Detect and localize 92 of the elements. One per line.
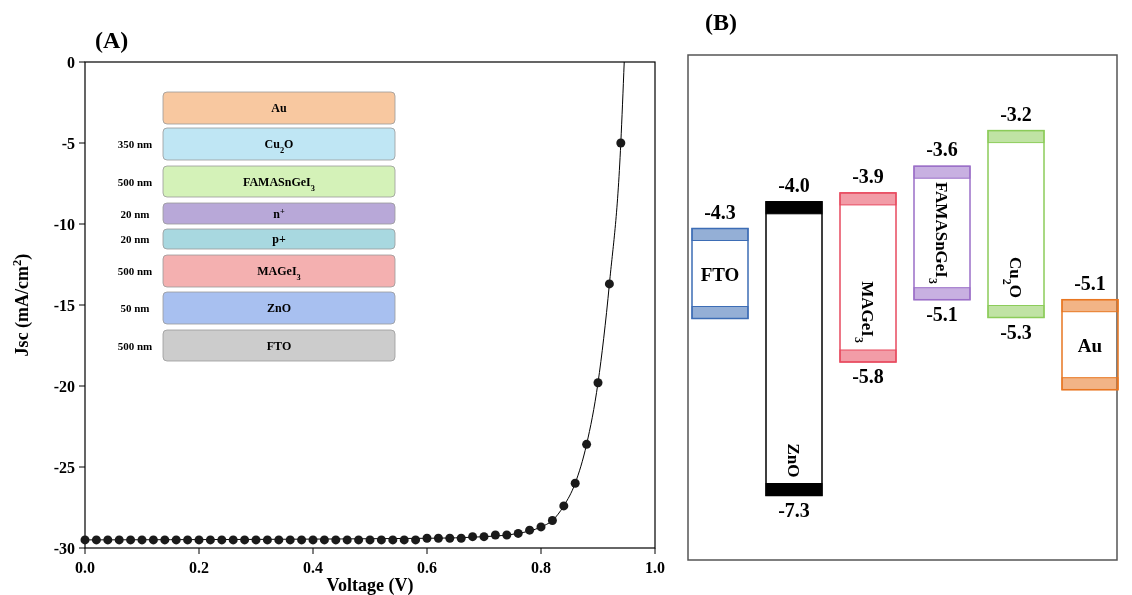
point: [445, 533, 455, 543]
data-label: -3.9: [852, 164, 884, 187]
x-axis-title: Voltage (V): [326, 575, 414, 595]
point: [80, 535, 90, 545]
y-tick-label: -30: [53, 540, 75, 557]
point: [183, 535, 193, 545]
point: [217, 535, 227, 545]
x-tick-label: 0.8: [531, 559, 551, 576]
point: [502, 530, 512, 540]
point: [228, 535, 238, 545]
y-tick-label: -5: [61, 135, 75, 152]
point: [194, 535, 204, 545]
category-label: Au: [1077, 334, 1103, 356]
point: [513, 528, 523, 538]
point: [468, 532, 478, 542]
point: [342, 535, 352, 545]
point: [308, 535, 318, 545]
point: [593, 378, 603, 388]
point: [262, 535, 272, 545]
point: [422, 533, 432, 543]
x-tick-label: 0.0: [75, 559, 95, 576]
annotation: Au: [271, 101, 287, 115]
point: [205, 535, 215, 545]
point: [91, 535, 101, 545]
data-label: -5.1: [1074, 271, 1106, 294]
point: [103, 535, 113, 545]
point: [148, 535, 158, 545]
point: [399, 535, 409, 545]
point: [240, 535, 250, 545]
data-label: -7.3: [778, 498, 810, 521]
category-label: ZnO: [784, 443, 803, 478]
annotation: p+: [272, 232, 286, 246]
point: [490, 530, 500, 540]
x-tick-label: 1.0: [645, 559, 665, 576]
annotation: 500 nm: [117, 265, 153, 277]
point: [285, 535, 295, 545]
x-tick-label: 0.2: [189, 559, 209, 576]
point: [582, 439, 592, 449]
data-label: -3.6: [926, 138, 958, 161]
point: [616, 138, 626, 148]
point: [319, 535, 329, 545]
point: [354, 535, 364, 545]
point: [525, 525, 535, 535]
point: [251, 535, 261, 545]
annotation: MAGeI$_{3}$: [257, 264, 301, 282]
annotation: FAMASnGeI$_{3}$: [243, 174, 315, 192]
point: [297, 535, 307, 545]
chart-title: (A): [95, 27, 129, 53]
annotation: ZnO: [266, 301, 292, 315]
data-label: -5.8: [852, 365, 884, 387]
data-label: -5.3: [1000, 320, 1032, 343]
y-tick-label: -25: [53, 459, 75, 476]
point: [433, 533, 443, 543]
data-label: -5.1: [926, 302, 958, 325]
annotation: FTO: [266, 338, 292, 353]
point: [274, 535, 284, 545]
point: [559, 501, 569, 511]
annotation: 500 nm: [117, 339, 153, 352]
point: [171, 535, 181, 545]
annotation: 50 nm: [120, 302, 150, 314]
point: [376, 535, 386, 545]
point: [411, 535, 421, 545]
point: [479, 532, 489, 542]
category-label: FTO: [700, 263, 740, 285]
annotation: Cu$_{2}$O: [264, 137, 294, 155]
point: [160, 535, 170, 545]
data-label: -3.2: [1000, 102, 1032, 125]
point: [536, 522, 546, 532]
point: [604, 279, 614, 289]
point: [114, 535, 124, 545]
x-tick-label: 0.6: [417, 559, 437, 576]
annotation: 20 nm: [120, 207, 150, 220]
annotation: 500 nm: [117, 175, 153, 188]
point: [547, 515, 557, 525]
data-label: -4.3: [704, 200, 736, 223]
point: [126, 535, 136, 545]
y-tick-label: -15: [53, 297, 75, 314]
point: [456, 533, 466, 543]
data-label: -4.0: [778, 173, 810, 196]
point: [388, 535, 398, 545]
annotation: 350 nm: [117, 138, 153, 150]
y-tick-label: -10: [53, 216, 75, 233]
text: (B): [705, 9, 737, 35]
x-tick-label: 0.4: [303, 559, 323, 576]
y-tick-label: -20: [53, 378, 75, 395]
annotation: n$^{+}$: [273, 206, 285, 221]
y-tick-label: 0: [67, 54, 75, 71]
annotation: 20 nm: [120, 233, 150, 245]
point: [365, 535, 375, 545]
point: [570, 478, 580, 488]
point: [331, 535, 341, 545]
point: [137, 535, 147, 545]
